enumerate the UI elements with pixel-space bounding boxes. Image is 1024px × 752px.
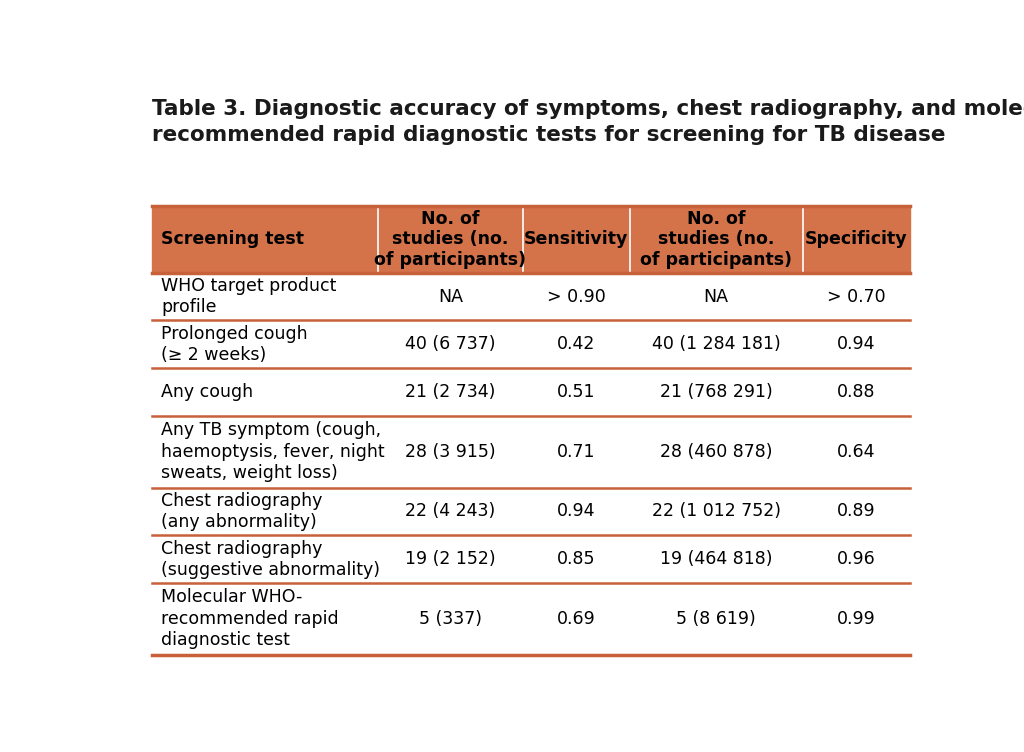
Text: 0.96: 0.96 [837, 550, 876, 569]
Text: NA: NA [438, 287, 463, 305]
Text: > 0.90: > 0.90 [547, 287, 605, 305]
Text: 22 (1 012 752): 22 (1 012 752) [651, 502, 780, 520]
Text: 0.99: 0.99 [837, 610, 876, 628]
Text: No. of
studies (no.
of participants): No. of studies (no. of participants) [375, 210, 526, 269]
Text: 5 (8 619): 5 (8 619) [676, 610, 756, 628]
Text: 22 (4 243): 22 (4 243) [406, 502, 496, 520]
Text: Molecular WHO-
recommended rapid
diagnostic test: Molecular WHO- recommended rapid diagnos… [162, 589, 339, 650]
Text: Chest radiography
(any abnormality): Chest radiography (any abnormality) [162, 492, 323, 531]
Text: 28 (460 878): 28 (460 878) [659, 443, 772, 461]
Text: 19 (464 818): 19 (464 818) [659, 550, 772, 569]
Text: 0.88: 0.88 [837, 383, 876, 401]
Text: Any cough: Any cough [162, 383, 254, 401]
Text: Any TB symptom (cough,
haemoptysis, fever, night
sweats, weight loss): Any TB symptom (cough, haemoptysis, feve… [162, 421, 385, 482]
Text: Screening test: Screening test [162, 230, 304, 248]
Text: Sensitivity: Sensitivity [524, 230, 629, 248]
Text: 21 (2 734): 21 (2 734) [406, 383, 496, 401]
Text: 0.69: 0.69 [557, 610, 595, 628]
Text: 19 (2 152): 19 (2 152) [406, 550, 496, 569]
Text: 0.71: 0.71 [557, 443, 595, 461]
Text: 40 (1 284 181): 40 (1 284 181) [651, 335, 780, 353]
Text: WHO target product
profile: WHO target product profile [162, 277, 337, 317]
Text: Table 3. Diagnostic accuracy of symptoms, chest radiography, and molecular WHO-
: Table 3. Diagnostic accuracy of symptoms… [152, 99, 1024, 145]
Text: 21 (768 291): 21 (768 291) [659, 383, 772, 401]
Text: 0.64: 0.64 [837, 443, 876, 461]
Text: 0.94: 0.94 [837, 335, 876, 353]
Text: 5 (337): 5 (337) [419, 610, 482, 628]
Text: 0.94: 0.94 [557, 502, 595, 520]
Text: Prolonged cough
(≥ 2 weeks): Prolonged cough (≥ 2 weeks) [162, 325, 308, 364]
Text: No. of
studies (no.
of participants): No. of studies (no. of participants) [640, 210, 793, 269]
Text: 0.51: 0.51 [557, 383, 595, 401]
Text: 0.85: 0.85 [557, 550, 595, 569]
Text: NA: NA [703, 287, 729, 305]
Text: Chest radiography
(suggestive abnormality): Chest radiography (suggestive abnormalit… [162, 539, 380, 579]
Text: Specificity: Specificity [805, 230, 907, 248]
Text: 0.89: 0.89 [837, 502, 876, 520]
Text: 0.42: 0.42 [557, 335, 595, 353]
Text: 40 (6 737): 40 (6 737) [406, 335, 496, 353]
Text: 28 (3 915): 28 (3 915) [406, 443, 496, 461]
Text: > 0.70: > 0.70 [826, 287, 886, 305]
